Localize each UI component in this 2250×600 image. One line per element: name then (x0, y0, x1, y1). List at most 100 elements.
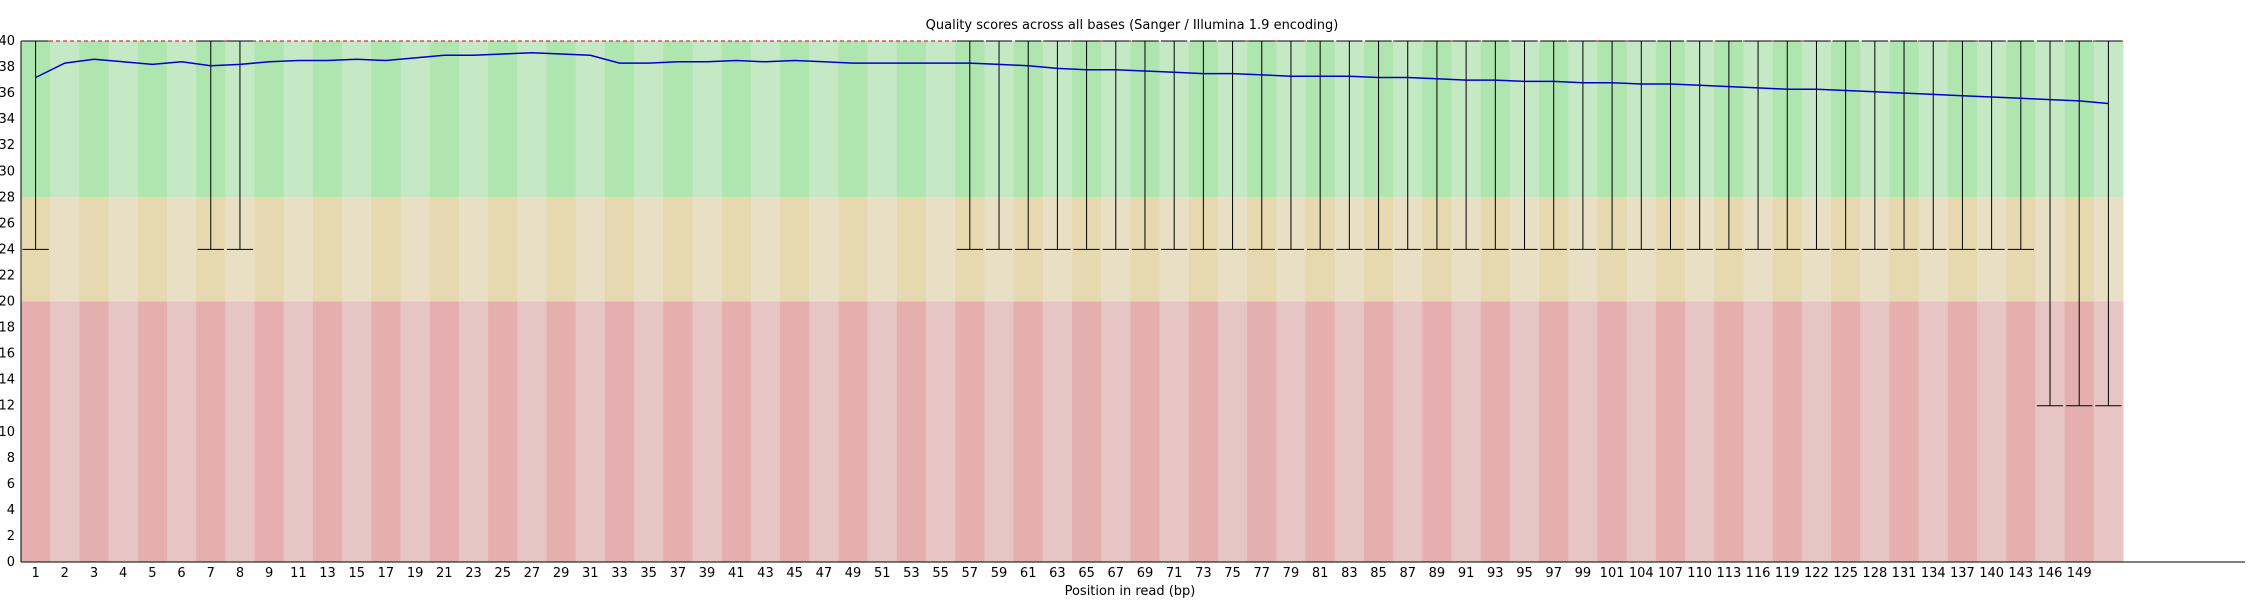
x-tick-label: 95 (1516, 566, 1533, 581)
band-reasonable-cell (254, 197, 285, 302)
band-good-cell (692, 41, 723, 198)
band-poor-cell (1743, 301, 1774, 562)
x-tick-label: 107 (1658, 566, 1683, 581)
x-tick-label: 15 (348, 566, 365, 581)
y-tick-label: 0 (7, 555, 15, 570)
band-good-cell (838, 41, 869, 198)
band-poor-cell (1539, 301, 1569, 562)
band-good-cell (283, 41, 314, 198)
x-tick-label: 79 (1283, 566, 1300, 581)
x-tick-label: 53 (903, 566, 920, 581)
band-good-cell (371, 41, 402, 198)
band-poor-cell (1072, 301, 1102, 562)
band-good-cell (750, 41, 781, 198)
y-tick-label: 28 (0, 190, 15, 205)
band-poor-cell (809, 301, 839, 562)
whisker-94-95 (1511, 40, 1538, 250)
band-poor-cell (50, 301, 80, 562)
band-poor-cell (1509, 301, 1540, 562)
band-poor-cell (1655, 301, 1686, 562)
band-poor-cell (342, 301, 372, 562)
band-reasonable-cell (371, 197, 402, 302)
band-poor-cell (896, 301, 927, 562)
x-tick-label: 128 (1862, 566, 1887, 581)
band-reasonable-cell (896, 197, 927, 302)
band-poor-cell (1831, 301, 1861, 562)
x-tick-label: 77 (1253, 566, 1270, 581)
band-reasonable-cell (342, 197, 372, 302)
x-tick-label: 140 (1979, 566, 2004, 581)
y-tick-label: 12 (0, 399, 15, 414)
whisker-62-63 (1044, 40, 1071, 250)
y-tick-label: 38 (0, 60, 15, 75)
band-poor-cell (575, 301, 606, 562)
whisker-147-149 (2066, 40, 2093, 407)
band-reasonable-cell (108, 197, 139, 302)
x-tick-label: 113 (1716, 566, 1741, 581)
y-tick-label: 24 (0, 242, 15, 257)
whisker-100-101 (1598, 40, 1626, 250)
band-good-cell (604, 41, 635, 198)
y-tick-label: 16 (0, 347, 15, 362)
x-tick-label: 110 (1687, 566, 1712, 581)
whisker-88-89 (1423, 40, 1451, 250)
x-tick-label: 23 (465, 566, 482, 581)
band-poor-cell (546, 301, 577, 562)
band-poor-cell (1860, 301, 1890, 562)
band-poor-cell (1247, 301, 1277, 562)
band-good-cell (517, 41, 547, 198)
band-reasonable-cell (575, 197, 606, 302)
x-tick-label: 137 (1950, 566, 1975, 581)
x-tick-label: 85 (1370, 566, 1387, 581)
band-poor-cell (1130, 301, 1161, 562)
y-tick-label: 20 (0, 295, 15, 310)
band-reasonable-cell (166, 197, 197, 302)
band-poor-cell (1714, 301, 1744, 562)
x-tick-label: 47 (816, 566, 833, 581)
band-poor-cell (166, 301, 197, 562)
whisker-111-113 (1715, 40, 1743, 250)
x-tick-label: 6 (177, 566, 185, 581)
band-reasonable-cell (50, 197, 80, 302)
x-tick-label: 83 (1341, 566, 1358, 581)
x-tick-label: 11 (290, 566, 307, 581)
x-tick-label: 89 (1429, 566, 1446, 581)
band-poor-cell (2006, 301, 2036, 562)
band-poor-cell (1626, 301, 1657, 562)
band-good-cell (926, 41, 956, 198)
x-tick-label: 71 (1166, 566, 1183, 581)
band-poor-cell (780, 301, 810, 562)
whisker-132-134 (1920, 40, 1947, 250)
band-reasonable-cell (634, 197, 664, 302)
band-poor-cell (1451, 301, 1482, 562)
band-poor-cell (196, 301, 226, 562)
band-poor-cell (1334, 301, 1365, 562)
band-poor-cell (21, 301, 51, 562)
band-poor-cell (721, 301, 752, 562)
y-tick-label: 40 (0, 34, 15, 49)
band-good-cell (429, 41, 460, 198)
x-tick-label: 146 (2038, 566, 2063, 581)
band-poor-cell (663, 301, 693, 562)
band-reasonable-cell (517, 197, 547, 302)
x-tick-label: 75 (1224, 566, 1241, 581)
chart-title: Quality scores across all bases (Sanger … (926, 18, 1339, 33)
x-tick-label: 59 (991, 566, 1008, 581)
band-poor-cell (254, 301, 285, 562)
whisker-123-125 (1832, 40, 1859, 250)
mean-quality-line (35, 51, 2109, 105)
y-tick-label: 22 (0, 268, 15, 283)
band-poor-cell (488, 301, 518, 562)
band-poor-cell (1801, 301, 1832, 562)
x-tick-label: 39 (699, 566, 716, 581)
band-poor-cell (604, 301, 635, 562)
x-tick-label: 104 (1629, 566, 1654, 581)
x-axis-label: Position in read (bp) (1065, 584, 1196, 599)
band-reasonable-cell (926, 197, 956, 302)
band-poor-cell (1305, 301, 1336, 562)
x-tick-label: 2 (61, 566, 69, 581)
whisker-150-151 (2095, 40, 2122, 407)
whisker-8 (226, 40, 254, 250)
band-poor-cell (79, 301, 110, 562)
